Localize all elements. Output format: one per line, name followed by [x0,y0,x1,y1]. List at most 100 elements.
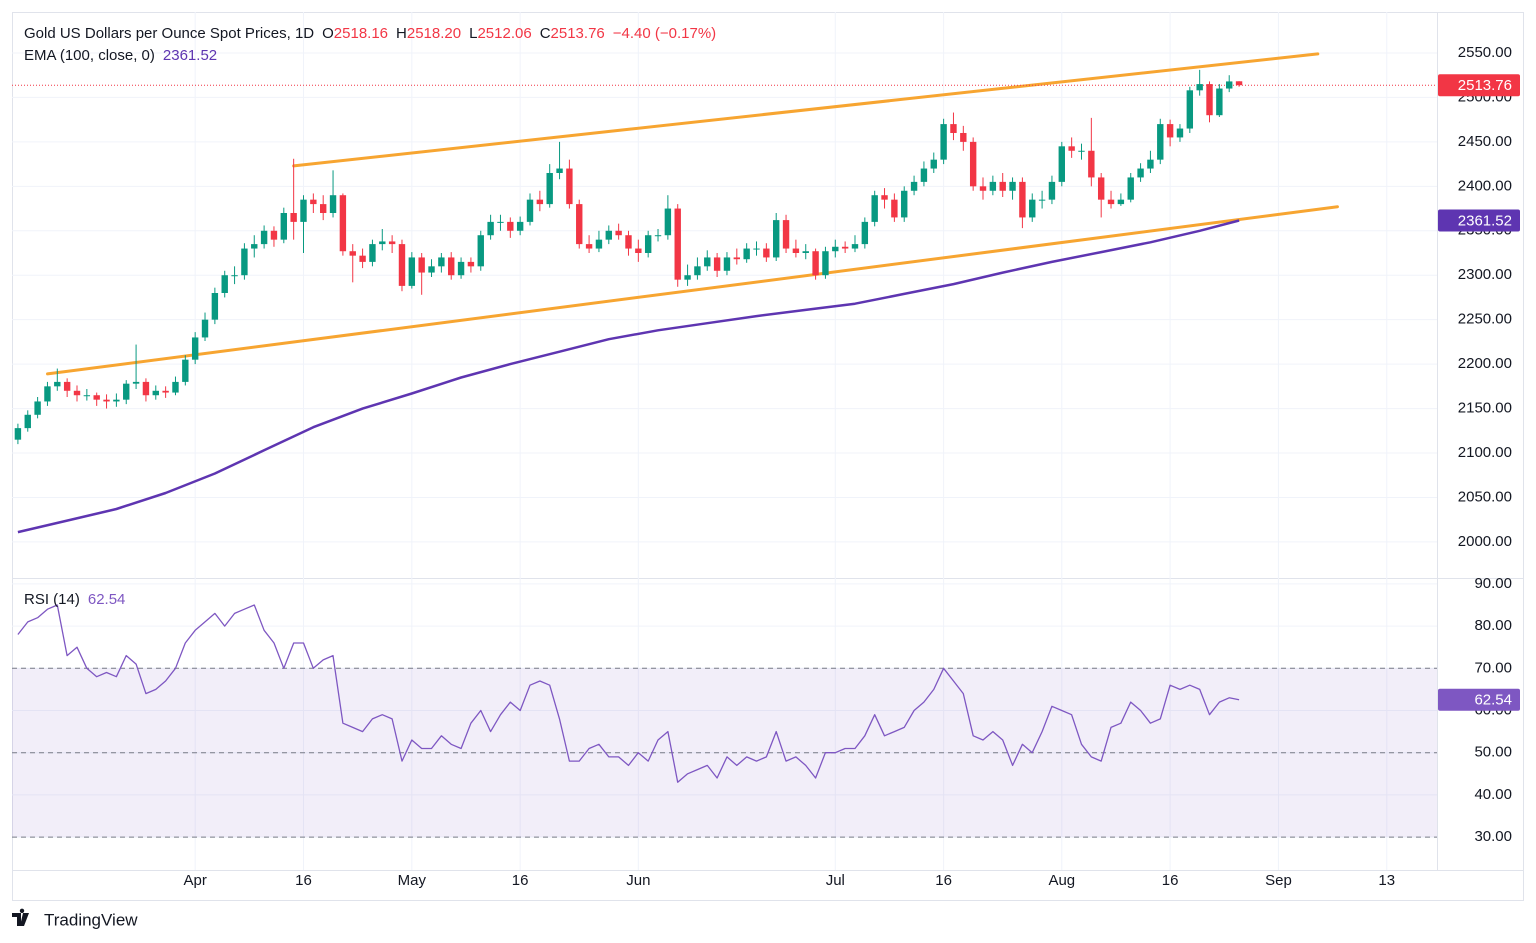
candle-body [1078,150,1085,152]
y-tick-label: 2200.00 [1458,355,1512,372]
candle-body [448,257,455,276]
candle-body [113,399,120,402]
candle-body [763,248,770,258]
candle-body [615,230,622,236]
candle-body [1196,84,1203,91]
rsi-value: 62.54 [88,591,126,608]
x-tick-label: Sep [1265,872,1292,889]
y-tick-label: 2000.00 [1458,533,1512,550]
y-tick-label: 2250.00 [1458,311,1512,328]
candle-body [24,414,31,429]
candle-body [487,221,494,236]
candle-body [103,399,110,402]
quote-key: O [322,25,334,42]
candle-body [34,401,41,415]
candle-body [576,204,583,245]
chart-title: Gold US Dollars per Ounce Spot Prices, 1… [24,25,314,42]
ema-value: 2361.52 [163,47,217,64]
candle-body [369,244,376,262]
candle-body [398,244,406,286]
rsi-tick-label: 70.00 [1474,659,1512,676]
candle-body [1206,84,1213,116]
candle-body [172,381,179,393]
quote-value: 2518.16 [334,25,388,42]
candle-body [379,241,386,245]
x-tick-label: 13 [1378,872,1395,889]
candle-body [388,241,396,245]
trendline [292,52,1320,168]
rsi-name: RSI (14) [24,591,80,608]
candle-body [654,235,662,237]
candle-body [851,244,859,249]
candle-body [1029,199,1036,218]
candle-body [280,212,288,240]
x-tick-label: Jun [626,872,650,889]
candle-body [950,124,957,133]
candle-body [1127,177,1134,200]
candle-body [585,244,593,249]
candle-body [191,337,199,360]
candle-body [979,186,987,191]
y-tick-label: 2550.00 [1458,44,1512,61]
candle-body [713,257,721,271]
candle-body [418,257,425,273]
quote-key: H [396,25,407,42]
candle-body [1226,81,1233,89]
candle-body [123,383,130,400]
x-tick-label: 16 [512,872,529,889]
candle-body [635,248,642,253]
candle-body [812,251,819,276]
quote-value: 2512.06 [477,25,531,42]
candle-body [674,208,681,280]
candle-body [625,235,632,249]
candle-body [162,390,169,393]
candle-body [221,275,228,293]
candle-body [1117,199,1125,205]
rsi-tick-label: 90.00 [1474,575,1512,592]
rsi-legend: RSI (14) 62.54 [24,591,125,608]
candle-body [1009,181,1016,191]
candle-body [881,195,888,200]
candle-body [901,190,908,218]
candle-body [832,246,839,252]
labels-layer: Apr 16 May 16 Jun Jul 16 Aug 16 Sep 13 2000.00 2050.… [184,44,1520,889]
candle-body [63,381,71,391]
candle-body [1068,146,1075,151]
price-badge-label: 2513.76 [1458,77,1512,94]
candle-body [1038,199,1046,201]
rsi-tick-label: 80.00 [1474,617,1512,634]
candle-body [704,257,711,267]
candle-body [14,428,22,440]
candle-body [536,199,544,205]
candle-body [1176,128,1184,138]
y-tick-label: 2100.00 [1458,444,1512,461]
candle-body [201,319,209,338]
candle-body [1097,177,1105,200]
candle-body [664,208,672,236]
x-tick-label: 16 [295,872,312,889]
candle-body [497,221,504,223]
candle-body [132,381,140,384]
candle-body [359,255,366,262]
y-tick-label: 2050.00 [1458,488,1512,505]
candle-body [231,275,238,277]
candle-body [339,195,347,252]
candle-body [822,251,829,276]
quote-key: C [540,25,551,42]
quote-key: L [469,25,477,42]
brand-icon [12,908,29,926]
candle-body [595,239,603,249]
candle-body [290,212,297,222]
x-tick-label: 16 [1162,872,1179,889]
candle-body [566,168,573,205]
candle-body [83,395,91,397]
candle-body [802,251,809,253]
candle-body [605,230,612,240]
trendline [46,205,1339,376]
candle-body [1166,124,1174,138]
candle-body [644,235,652,253]
candle-body [73,390,81,396]
candle-body [349,251,356,256]
candle-body [546,172,553,205]
candle-body [319,204,327,213]
